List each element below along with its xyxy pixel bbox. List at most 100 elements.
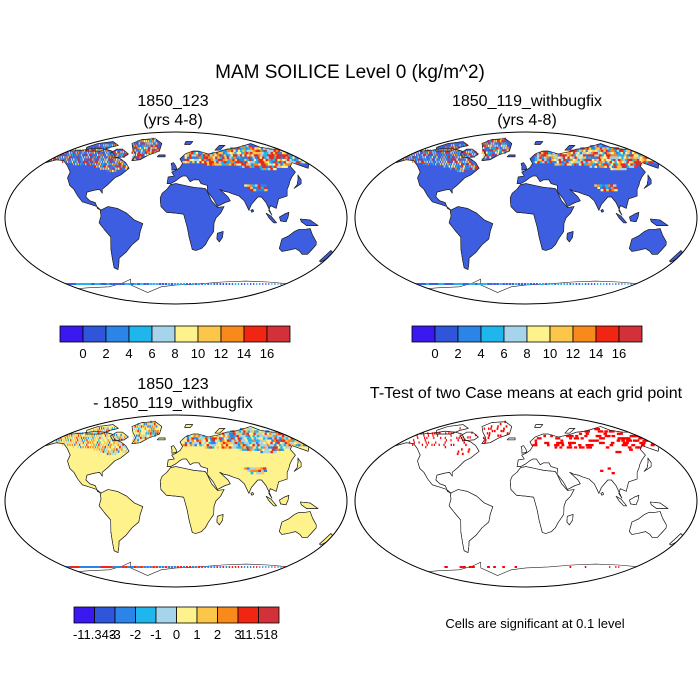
- grid-cell: [42, 283, 47, 285]
- grid-cell: [206, 441, 209, 445]
- grid-cell: [622, 158, 627, 162]
- grid-cell: [100, 443, 102, 446]
- grid-cell: [643, 434, 648, 438]
- grid-cell: [261, 448, 266, 451]
- grid-cell: [575, 161, 579, 164]
- grid-cell: [234, 283, 237, 285]
- grid-cell: [460, 160, 462, 163]
- grid-cell: [463, 165, 466, 168]
- grid-cell: [307, 444, 312, 447]
- coastline-japan: [643, 174, 652, 189]
- coastline-borneo: [629, 495, 640, 506]
- grid-cell: [615, 167, 619, 171]
- grid-cell: [189, 158, 193, 162]
- grid-cell: [154, 432, 157, 435]
- grid-cell: [447, 283, 451, 285]
- grid-cell: [58, 156, 60, 159]
- grid-cell: [637, 163, 642, 166]
- grid-cell: [265, 167, 269, 171]
- grid-cell: [474, 163, 476, 166]
- grid-cell: [88, 432, 90, 435]
- grid-cell: [534, 156, 538, 159]
- coastline-africa: [159, 466, 225, 534]
- grid-cell: [309, 154, 314, 157]
- grid-cell: [622, 167, 627, 171]
- grid-cell: [49, 439, 51, 442]
- grid-cell: [64, 443, 66, 446]
- grid-cell: [610, 167, 614, 171]
- grid-cell: [305, 566, 306, 568]
- grid-cell: [493, 149, 495, 152]
- grid-cell: [124, 566, 128, 568]
- grid-cell: [435, 158, 437, 161]
- grid-cell: [143, 432, 145, 435]
- grid-cell: [252, 430, 256, 433]
- grid-cell: [578, 161, 582, 164]
- grid-cell: [446, 144, 448, 147]
- grid-cell: [83, 432, 86, 435]
- grid-cell: [234, 430, 238, 433]
- grid-cell: [81, 156, 83, 159]
- grid-cell: [559, 154, 563, 157]
- grid-cell: [89, 158, 91, 161]
- grid-cell: [156, 432, 159, 435]
- grid-cell: [588, 163, 592, 166]
- grid-cell: [551, 283, 554, 285]
- grid-cell: [126, 153, 128, 156]
- grid-cell: [244, 154, 248, 157]
- grid-cell: [93, 148, 95, 152]
- grid-cell: [115, 433, 118, 437]
- grid-cell: [502, 429, 505, 433]
- grid-cell: [273, 432, 278, 435]
- coastline-newguinea: [300, 501, 319, 509]
- grid-cell: [308, 439, 314, 442]
- grid-cell: [260, 184, 264, 187]
- grid-cell: [569, 446, 573, 449]
- grid-cell: [618, 163, 622, 166]
- grid-cell: [498, 146, 500, 150]
- grid-cell: [223, 161, 227, 164]
- grid-cell: [634, 434, 639, 438]
- grid-cell: [76, 436, 78, 440]
- grid-cell: [431, 156, 433, 159]
- grid-cell: [72, 439, 74, 442]
- grid-cell: [146, 144, 149, 147]
- grid-cell: [216, 161, 220, 164]
- grid-cell: [441, 148, 443, 152]
- grid-cell: [214, 437, 218, 440]
- grid-cell: [238, 163, 242, 166]
- grid-cell: [287, 446, 292, 449]
- grid-cell: [454, 158, 456, 161]
- grid-cell: [596, 145, 600, 148]
- grid-cell: [147, 142, 149, 145]
- grid-cell: [272, 167, 277, 171]
- grid-cell: [471, 431, 473, 434]
- grid-cell: [556, 158, 559, 162]
- grid-cell: [585, 432, 589, 435]
- grid-cell: [538, 151, 542, 155]
- grid-cell: [113, 144, 115, 147]
- grid-cell: [633, 283, 635, 285]
- grid-cell: [110, 160, 112, 163]
- grid-cell: [431, 443, 433, 446]
- grid-cell: [196, 444, 200, 447]
- grid-cell: [136, 149, 139, 152]
- grid-cell: [198, 566, 201, 568]
- grid-cell: [101, 158, 103, 161]
- grid-cell: [462, 153, 464, 156]
- grid-cell: [82, 566, 86, 568]
- grid-cell: [101, 427, 103, 430]
- grid-cell: [138, 149, 141, 152]
- grid-cell: [408, 156, 410, 159]
- grid-cell: [232, 158, 236, 162]
- grid-cell: [286, 149, 291, 152]
- colorbar-box: [480, 325, 505, 343]
- grid-cell: [644, 158, 649, 162]
- grid-cell: [249, 165, 253, 168]
- grid-cell: [210, 439, 214, 442]
- grid-cell: [228, 154, 232, 157]
- grid-cell: [263, 147, 267, 150]
- grid-cell: [632, 434, 636, 438]
- grid-cell: [471, 148, 473, 151]
- grid-cell: [616, 439, 621, 442]
